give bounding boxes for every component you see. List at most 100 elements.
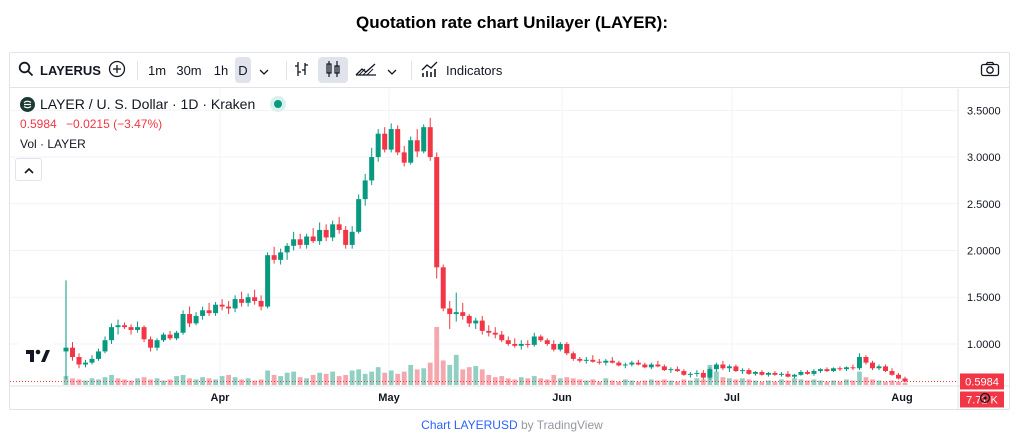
candle-body xyxy=(648,364,654,368)
volume-bar xyxy=(551,374,557,385)
volume-bar xyxy=(603,378,609,385)
interval-30m[interactable]: 30m xyxy=(171,57,207,83)
candle-body xyxy=(882,366,888,372)
volume-bar xyxy=(239,379,245,385)
volume-bar xyxy=(538,378,544,385)
volume-bar xyxy=(453,354,459,385)
volume-bar xyxy=(180,374,186,385)
candle-body xyxy=(63,347,69,352)
candle-body xyxy=(538,336,544,341)
volume-bar xyxy=(870,379,875,385)
volume-bar xyxy=(844,379,849,385)
last-price: 0.5984 xyxy=(20,117,57,131)
volume-bar xyxy=(857,371,862,385)
candle-body xyxy=(278,252,284,260)
candle-body xyxy=(388,129,394,150)
volume-bar xyxy=(284,372,290,385)
candle-body xyxy=(460,312,466,316)
candle-body xyxy=(284,245,290,253)
candle-body xyxy=(713,364,719,370)
volume-bar xyxy=(193,379,199,385)
market-status-icon[interactable] xyxy=(270,96,287,112)
volume-bar xyxy=(473,366,479,385)
volume-bar xyxy=(161,380,166,385)
volume-bar xyxy=(531,376,537,385)
tradingview-logo-icon[interactable] xyxy=(18,339,54,375)
symbol-label: LAYERUS xyxy=(40,62,101,78)
volume-bar xyxy=(174,376,179,385)
candles-button[interactable] xyxy=(318,53,348,87)
volume-bar xyxy=(401,371,407,385)
y-tick-label: 3.5000 xyxy=(967,105,1001,117)
candle-body xyxy=(447,308,453,315)
candle-body xyxy=(531,336,537,345)
volume-bar xyxy=(713,371,719,385)
bar-chart-icon xyxy=(292,60,310,81)
volume-bar xyxy=(557,378,563,385)
volume-bar xyxy=(323,373,329,385)
collapse-legend-button[interactable] xyxy=(15,158,42,181)
volume-bar xyxy=(317,372,323,385)
candle-body xyxy=(564,343,570,354)
volume-bar xyxy=(831,380,836,385)
volume-bar xyxy=(518,377,524,385)
toolbar-divider xyxy=(137,61,138,80)
volume-bar xyxy=(349,370,355,385)
volume-bar xyxy=(265,370,271,385)
candle-body xyxy=(856,357,862,369)
interval-1h[interactable]: 1h xyxy=(208,57,234,83)
chevron-up-icon xyxy=(23,161,34,179)
candle-body xyxy=(655,364,661,367)
volume-bar xyxy=(681,379,687,385)
candle-body xyxy=(785,373,791,377)
bar-chart-button[interactable] xyxy=(288,53,314,87)
candle-body xyxy=(505,340,511,344)
settings-gear-icon[interactable] xyxy=(979,392,991,404)
volume-bar xyxy=(122,379,127,385)
candle-body xyxy=(219,304,225,307)
candle-body xyxy=(362,180,368,200)
candle-body xyxy=(213,304,219,314)
volume-bar xyxy=(375,367,381,385)
candle-body xyxy=(661,366,667,371)
plus-circle-icon xyxy=(108,60,126,81)
candle-body xyxy=(726,366,732,369)
candle-body xyxy=(687,373,693,375)
volume-bar xyxy=(896,381,901,385)
indicators-button[interactable]: Indicators xyxy=(420,53,502,87)
candle-body xyxy=(206,310,212,314)
interval-dropdown[interactable] xyxy=(255,57,273,83)
volume-bar xyxy=(746,379,752,385)
chart-type-dropdown[interactable] xyxy=(387,53,397,87)
chart-link[interactable]: Chart LAYERUSD xyxy=(421,418,518,432)
y-tick-label: 3.0000 xyxy=(967,152,1001,164)
snapshot-button[interactable] xyxy=(980,53,1000,87)
candles-icon xyxy=(324,60,342,81)
candle-body xyxy=(232,299,238,309)
candlestick-chart[interactable]: 3.5000 3.0000 2.5000 2.0000 1.5000 1.0000 Apr M… xyxy=(10,53,1009,409)
interval-1d[interactable]: D xyxy=(235,57,251,83)
volume-bar xyxy=(733,379,739,385)
x-tick-label: Apr xyxy=(211,392,231,404)
volume-bar xyxy=(648,379,654,385)
volume-bar xyxy=(622,379,628,385)
candle-body xyxy=(817,369,823,372)
candle-body xyxy=(473,320,479,324)
symbol-search[interactable]: LAYERUS xyxy=(18,53,101,87)
symbol-description[interactable]: LAYER / U. S. Dollar · 1D · Kraken xyxy=(40,96,256,112)
volume-bar xyxy=(512,379,518,385)
page-title: Quotation rate chart Unilayer (LAYER): xyxy=(355,13,669,32)
volume-bar xyxy=(766,380,771,385)
candle-body xyxy=(128,327,134,330)
compare-button[interactable] xyxy=(108,53,126,87)
candle-body xyxy=(557,343,563,350)
volume-bar xyxy=(798,379,804,385)
volume-bar xyxy=(876,380,882,385)
interval-1m[interactable]: 1m xyxy=(144,57,170,83)
area-chart-button[interactable] xyxy=(353,53,379,87)
volume-bar xyxy=(792,378,797,385)
volume-bar xyxy=(590,379,596,385)
candle-body xyxy=(382,133,388,150)
volume-bar xyxy=(655,380,661,385)
candle-body xyxy=(616,362,622,366)
